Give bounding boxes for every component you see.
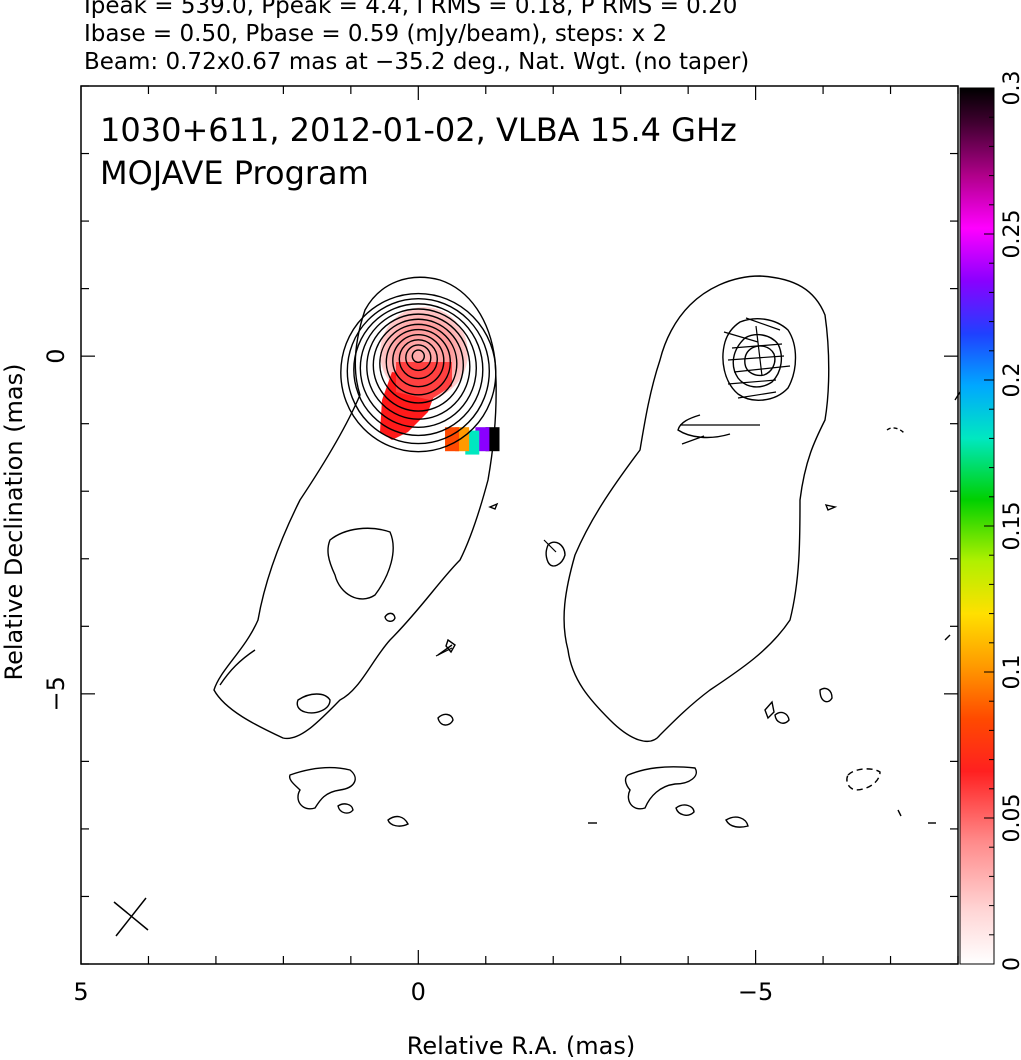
y-tick-label: 0	[42, 349, 70, 364]
y-axis-label: Relative Declination (mas)	[0, 363, 28, 680]
axis-tick-labels: 5 0 −5 0 −5	[42, 349, 773, 1006]
plot-frame	[80, 85, 959, 965]
left-tail-contour	[219, 649, 256, 686]
left-polarization-pixels	[445, 427, 500, 455]
colorbar-tick-labels: 0 0.05 0.1 0.15 0.2 0.25 0.3	[1000, 71, 1021, 972]
colorbar	[959, 87, 995, 965]
colorbar-tick-label: 0	[1000, 957, 1021, 971]
core-contour-ring	[398, 339, 439, 380]
header-line-1: Ipeak = 539.0, Ppeak = 4.4, I RMS = 0.18…	[84, 0, 738, 19]
header-line-2: Ibase = 0.50, Pbase = 0.59 (mJy/beam), s…	[84, 21, 668, 47]
core-contour-ring	[359, 308, 478, 429]
colorbar-tick-label: 0.2	[1000, 363, 1021, 398]
right-inner-contour-1	[722, 318, 797, 401]
colorbar-tick-label: 0.3	[1000, 71, 1021, 106]
plot-subtitle: MOJAVE Program	[100, 154, 369, 192]
right-edge-mark-3	[897, 809, 902, 817]
right-contour-map	[545, 275, 961, 828]
left-outer-contour	[213, 276, 497, 740]
right-outer-contour	[563, 275, 830, 743]
right-polarization-vectors	[435, 317, 791, 657]
left-small-knot-7	[445, 638, 456, 654]
right-small-knot-5	[819, 687, 833, 703]
right-small-knot-3	[725, 816, 749, 828]
left-small-knot-6	[488, 502, 499, 510]
right-small-knot-1	[545, 541, 566, 567]
core-contour-ring	[346, 298, 491, 445]
colorbar-tick-label: 0.1	[1000, 655, 1021, 690]
colorbar-tick-label: 0.15	[1000, 502, 1021, 551]
plot-title: 1030+611, 2012-01-02, VLBA 15.4 GHz	[100, 111, 737, 149]
right-edge-mark-4	[944, 634, 951, 641]
core-contour-ring	[385, 328, 452, 396]
x-tick-label: 0	[411, 978, 426, 1006]
polarization-pixel	[445, 427, 460, 452]
x-tick-label: −5	[738, 978, 773, 1006]
core-contour-ring	[366, 313, 471, 420]
right-lower-knot-contour	[624, 766, 697, 810]
x-axis-label: Relative R.A. (mas)	[407, 1032, 635, 1060]
right-extension-contour	[677, 414, 731, 439]
core-contour-ring	[411, 349, 426, 363]
left-contour-map	[213, 276, 499, 827]
left-inner-blob-contour	[327, 527, 394, 600]
core-contour-ring	[353, 303, 484, 437]
left-small-knot-3	[387, 815, 409, 827]
colorbar-tick-label: 0.05	[1000, 794, 1021, 843]
core-contour-ring	[372, 318, 465, 412]
left-small-knot-2	[437, 713, 454, 726]
core-contour-ring	[405, 344, 432, 372]
x-tick-label: 5	[73, 978, 88, 1006]
colorbar-tick-label: 0.25	[1000, 210, 1021, 259]
right-small-knot-4	[774, 711, 790, 724]
right-small-knot-6	[824, 504, 838, 511]
core-contour-ring	[340, 292, 497, 453]
left-lower-knot-contour	[288, 766, 356, 810]
right-inner-contour-3	[744, 345, 776, 377]
right-small-knot-2	[675, 804, 695, 816]
left-small-knot-1	[296, 693, 331, 714]
plot-border	[80, 85, 959, 965]
right-negative-contour	[846, 768, 881, 791]
core-contour-ring	[392, 333, 445, 388]
right-small-knot-8	[886, 427, 906, 435]
left-small-knot-5	[384, 612, 396, 622]
right-small-knot-7	[764, 700, 775, 720]
core-contour-ring	[379, 323, 458, 404]
header-line-3: Beam: 0.72x0.67 mas at −35.2 deg., Nat. …	[84, 49, 750, 75]
axis-ticks	[80, 85, 959, 965]
beam-marker	[113, 897, 149, 937]
left-small-knot-4	[337, 803, 354, 814]
y-tick-label: −5	[42, 676, 70, 711]
right-inner-contour-2	[732, 333, 783, 388]
